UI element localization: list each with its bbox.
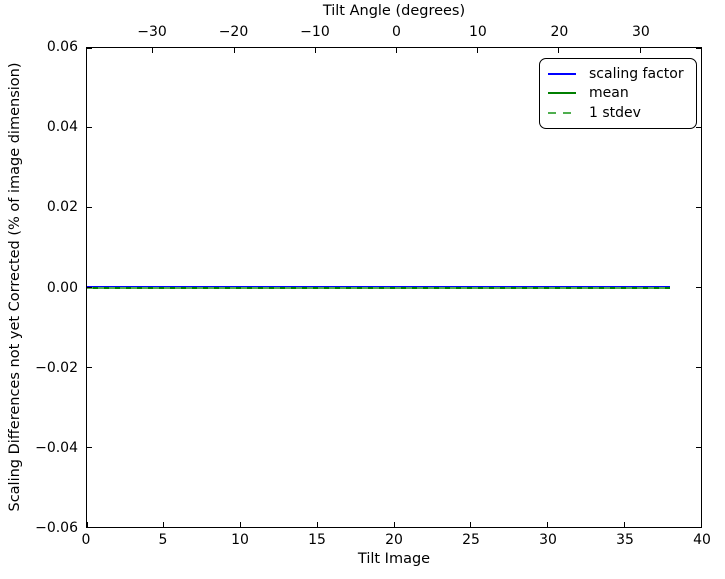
y-tick-mark-right	[696, 207, 701, 209]
top-tick-label: −20	[218, 24, 249, 40]
y-tick-mark-left	[87, 526, 92, 528]
legend-label: scaling factor	[589, 65, 684, 82]
legend-item-mean: mean	[548, 86, 688, 100]
x-tick-mark	[86, 522, 88, 527]
top-tick-label: 10	[469, 24, 487, 40]
y-tick-label: 0.04	[46, 119, 78, 136]
legend: scaling factor mean 1 stdev	[539, 58, 697, 129]
y-tick-mark-right	[696, 446, 701, 448]
x-tick-mark	[700, 522, 702, 527]
x-tick-label: 15	[308, 532, 326, 548]
x-tick-label: 10	[231, 532, 249, 548]
top-tick-mark	[233, 48, 235, 53]
y-tick-mark-left	[87, 47, 92, 49]
x-tick-label: 20	[385, 532, 403, 548]
x-tick-label: 25	[462, 532, 480, 548]
stdev-line	[87, 286, 671, 289]
y-tick-mark-right	[696, 287, 701, 288]
top-tick-labels: −30 −20 −10 0 10 20 30	[86, 24, 702, 42]
plot-area: scaling factor mean 1 stdev	[86, 47, 702, 528]
legend-label: 1 stdev	[589, 105, 641, 122]
y-tick-mark-right	[696, 127, 701, 129]
top-tick-label: 20	[550, 24, 569, 40]
top-tick-mark	[314, 48, 316, 53]
x-tick-mark	[623, 522, 625, 527]
stdev-line-sample	[548, 112, 576, 115]
legend-label: mean	[589, 85, 629, 102]
top-tick-mark	[639, 48, 641, 53]
y-tick-mark-right	[696, 366, 701, 368]
top-tick-label: 30	[631, 24, 650, 40]
y-tick-mark-left	[87, 446, 92, 448]
legend-item-stdev: 1 stdev	[548, 106, 688, 120]
top-tick-label: −10	[300, 24, 330, 40]
y-tick-label: −0.06	[35, 520, 78, 536]
mean-line-sample	[548, 92, 576, 95]
y-tick-mark-right	[696, 47, 701, 49]
x-axis-title: Tilt Image	[357, 551, 431, 567]
x-tick-labels: 0 5 10 15 20 25 30 35 40	[82, 532, 711, 550]
top-tick-mark	[395, 48, 397, 53]
y-tick-label: 0.00	[46, 279, 78, 296]
y-tick-labels: 0.06 0.04 0.02 0.00 −0.02 −0.04 −0.06	[0, 39, 78, 536]
y-tick-label: 0.06	[46, 39, 78, 55]
x-tick-mark	[163, 522, 165, 527]
x-tick-mark	[547, 522, 548, 527]
x-tick-label: 0	[81, 532, 91, 548]
legend-item-scaling-factor: scaling factor	[548, 67, 688, 81]
y-tick-mark-left	[87, 366, 92, 368]
x-tick-mark	[393, 522, 395, 527]
y-tick-mark-left	[87, 287, 92, 288]
x-tick-label: 35	[616, 532, 634, 548]
y-tick-mark-right	[696, 526, 701, 528]
y-tick-label: −0.02	[35, 359, 78, 376]
y-tick-label: −0.04	[35, 439, 78, 456]
x-tick-label: 40	[693, 532, 711, 548]
x-tick-mark	[470, 522, 472, 527]
top-tick-mark	[558, 48, 560, 53]
top-tick-mark	[152, 48, 154, 53]
y-tick-mark-left	[87, 127, 92, 129]
top-axis-title: Tilt Angle (degrees)	[322, 3, 466, 19]
top-tick-mark	[477, 48, 479, 53]
y-tick-label: 0.02	[46, 199, 78, 216]
scaling-factor-line-sample	[548, 72, 576, 75]
x-tick-mark	[316, 522, 318, 527]
x-tick-label: 30	[539, 532, 557, 548]
top-tick-label: −30	[137, 24, 167, 40]
top-tick-label: 0	[391, 24, 401, 40]
x-tick-mark	[240, 522, 241, 527]
x-tick-label: 5	[158, 532, 168, 548]
y-tick-mark-left	[87, 207, 92, 209]
